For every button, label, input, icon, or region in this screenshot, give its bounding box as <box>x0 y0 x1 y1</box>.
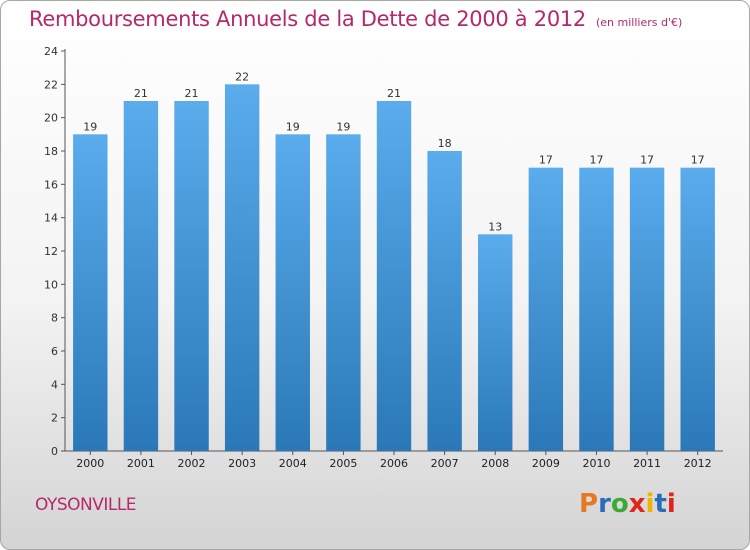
bar-2005 <box>326 134 361 452</box>
value-label-2006: 21 <box>387 87 401 100</box>
y-tick-label: 0 <box>51 445 58 458</box>
value-label-2007: 18 <box>438 137 452 150</box>
chart-title-unit: (en milliers d'€) <box>596 16 683 29</box>
chart-value-labels: 19 21 21 22 19 19 21 18 13 17 17 17 17 <box>83 70 704 233</box>
y-tick-label: 4 <box>51 378 58 391</box>
proxiti-logo: Proxiti <box>579 489 676 519</box>
y-tick-label: 20 <box>44 112 58 125</box>
bar-2011 <box>629 167 665 451</box>
logo-letter: o <box>610 489 629 519</box>
bar-2012 <box>680 167 715 451</box>
value-label-2003: 22 <box>235 70 249 83</box>
value-label-2008: 13 <box>488 220 502 233</box>
x-tick-label-2005: 2005 <box>329 457 357 470</box>
logo-letter: i <box>645 489 655 519</box>
x-tick-label-2007: 2007 <box>431 457 459 470</box>
x-tick-label-2003: 2003 <box>228 457 256 470</box>
bar-2000 <box>73 134 108 452</box>
x-tick-label-2009: 2009 <box>532 457 560 470</box>
logo-letter: t <box>654 489 667 519</box>
bar-2002 <box>174 101 209 451</box>
logo-letter: r <box>598 489 611 519</box>
logo-letter: x <box>628 489 646 519</box>
bar-2010 <box>579 167 614 451</box>
y-tick-label: 2 <box>51 412 58 425</box>
logo-letter: i <box>666 489 676 519</box>
x-tick-label-2006: 2006 <box>380 457 408 470</box>
value-label-2009: 17 <box>539 154 553 167</box>
chart-bars <box>73 84 715 452</box>
value-label-2004: 19 <box>286 120 300 133</box>
value-label-2002: 21 <box>185 87 199 100</box>
x-tick-label-2012: 2012 <box>684 457 712 470</box>
bar-2004 <box>275 134 310 452</box>
value-label-2012: 17 <box>691 154 705 167</box>
bar-2003 <box>224 84 260 451</box>
chart-title-main: Remboursements Annuels de la Dette de 20… <box>29 7 586 31</box>
chart-title: Remboursements Annuels de la Dette de 20… <box>29 7 682 31</box>
value-label-2010: 17 <box>589 154 603 167</box>
y-tick-label: 22 <box>44 78 58 91</box>
y-tick-label: 24 <box>44 45 58 58</box>
x-tick-label-2002: 2002 <box>178 457 206 470</box>
x-tick-label-2008: 2008 <box>481 457 509 470</box>
y-tick-label: 8 <box>51 312 58 325</box>
bar-2008 <box>478 234 513 451</box>
x-tick-label-2001: 2001 <box>127 457 155 470</box>
commune-name: OYSONVILLE <box>35 495 137 515</box>
x-tick-label-2011: 2011 <box>633 457 661 470</box>
y-tick-label: 16 <box>44 178 58 191</box>
y-tick-label: 6 <box>51 345 58 358</box>
bar-2001 <box>123 101 159 451</box>
bar-2007 <box>427 151 462 451</box>
x-tick-label-2000: 2000 <box>76 457 104 470</box>
x-tick-label-2010: 2010 <box>582 457 610 470</box>
y-tick-label: 14 <box>44 212 58 225</box>
y-tick-label: 12 <box>44 245 58 258</box>
bar-2009 <box>528 167 564 451</box>
logo-letter: P <box>579 489 599 519</box>
y-tick-label: 18 <box>44 145 58 158</box>
value-label-2005: 19 <box>336 120 350 133</box>
bar-2006 <box>376 101 412 451</box>
value-label-2001: 21 <box>134 87 148 100</box>
value-label-2011: 17 <box>640 154 654 167</box>
x-tick-label-2004: 2004 <box>279 457 307 470</box>
value-label-2000: 19 <box>83 120 97 133</box>
y-tick-label: 10 <box>44 278 58 291</box>
